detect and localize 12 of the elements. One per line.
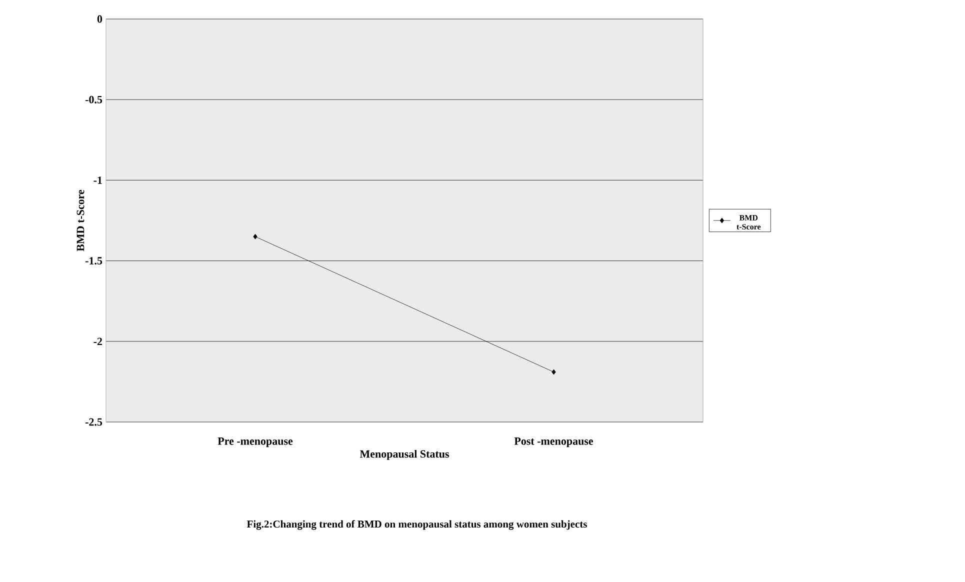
y-tick-label: 0 (97, 15, 102, 23)
caption: Fig.2:Changing trend of BMD on menopausal status among women subjects (246, 520, 587, 530)
x-tick-label: Pre -menopause (218, 438, 293, 448)
y-tick-label: -1.5 (85, 257, 102, 265)
legend-label: BMD t-Score (736, 215, 761, 230)
x-axis-title: Menopausal Status (360, 450, 450, 460)
y-tick-label: -0.5 (85, 96, 102, 104)
y-axis-title: BMD t-Score (76, 190, 84, 252)
y-tick-label: -2.5 (85, 418, 102, 426)
y-tick-label: -2 (94, 338, 102, 346)
x-tick-label: Post -menopause (514, 438, 594, 448)
y-tick-label: -1 (94, 176, 102, 184)
